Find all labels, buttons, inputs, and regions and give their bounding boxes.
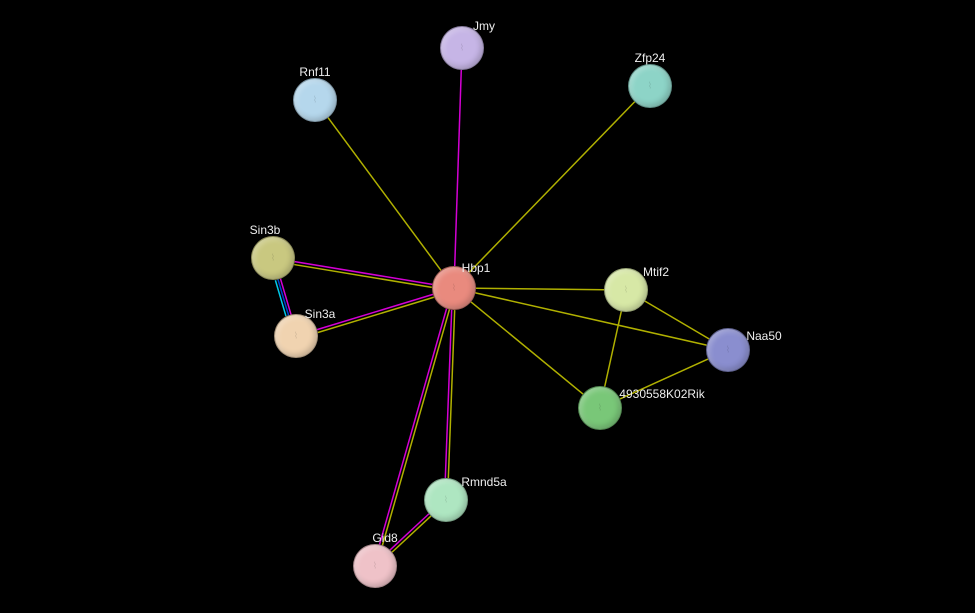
edge-Hbp1-Sin3b	[295, 262, 433, 285]
node-Naa50[interactable]: ⌇	[706, 328, 750, 372]
node-structure-icon: ⌇	[449, 35, 474, 60]
node-label-Mtif2: Mtif2	[643, 265, 669, 279]
edge-Hbp1-Sin3a	[316, 292, 432, 327]
node-label-Naa50: Naa50	[746, 329, 781, 343]
edge-Hbp1-Jmy	[455, 70, 462, 266]
edge-Sin3a-Sin3b	[278, 279, 289, 315]
node-structure-icon: ⌇	[283, 323, 308, 348]
node-Rnf11[interactable]: ⌇	[293, 78, 337, 122]
edge-Hbp1-Sin3b	[295, 259, 433, 282]
node-structure-icon: ⌇	[302, 87, 327, 112]
node-label-Zfp24: Zfp24	[635, 51, 666, 65]
edge-Rmnd5a-Gid8	[392, 516, 431, 552]
edge-Mtif2-4930558K02Rik	[605, 311, 622, 386]
node-structure-icon: ⌇	[433, 487, 458, 512]
protein-network-diagram: ⌇Hbp1⌇Jmy⌇Rnf11⌇Zfp24⌇Sin3b⌇Sin3a⌇Mtif2⌇…	[0, 0, 975, 613]
edge-Sin3a-Sin3b	[283, 278, 294, 314]
node-label-Sin3b: Sin3b	[250, 223, 281, 237]
edge-Hbp1-Sin3b	[294, 265, 432, 288]
edge-Mtif2-Naa50	[645, 301, 709, 339]
network-edges-layer	[0, 0, 975, 613]
node-structure-icon: ⌇	[587, 395, 612, 420]
edge-Sin3a-Sin3b	[275, 280, 286, 316]
node-Zfp24[interactable]: ⌇	[628, 64, 672, 108]
edge-Naa50-4930558K02Rik	[620, 359, 708, 399]
node-Sin3b[interactable]: ⌇	[251, 236, 295, 280]
node-label-Rnf11: Rnf11	[299, 65, 330, 79]
node-Gid8[interactable]: ⌇	[353, 544, 397, 588]
node-Jmy[interactable]: ⌇	[440, 26, 484, 70]
edge-Hbp1-Sin3a	[317, 294, 433, 329]
node-4930558K02Rik[interactable]: ⌇	[578, 386, 622, 430]
edge-Hbp1-Mtif2	[476, 288, 604, 289]
edge-Sin3a-Sin3b	[280, 279, 291, 315]
node-label-Rmnd5a: Rmnd5a	[461, 475, 506, 489]
node-Mtif2[interactable]: ⌇	[604, 268, 648, 312]
edge-Hbp1-Rnf11	[328, 118, 441, 271]
edge-Rmnd5a-Gid8	[390, 514, 429, 550]
node-structure-icon: ⌇	[637, 73, 662, 98]
edge-Hbp1-Rmnd5a	[445, 310, 451, 478]
edge-Hbp1-Naa50	[475, 293, 706, 345]
edge-Hbp1-4930558K02Rik	[471, 302, 583, 394]
node-structure-icon: ⌇	[715, 337, 740, 362]
edge-Hbp1-Zfp24	[469, 102, 634, 272]
node-Hbp1[interactable]: ⌇	[432, 266, 476, 310]
node-label-4930558K02Rik: 4930558K02Rik	[619, 387, 704, 401]
node-structure-icon: ⌇	[260, 245, 285, 270]
node-structure-icon: ⌇	[362, 553, 387, 578]
node-structure-icon: ⌇	[613, 277, 638, 302]
node-Sin3a[interactable]: ⌇	[274, 314, 318, 358]
edge-Hbp1-Rmnd5a	[448, 310, 454, 478]
edge-Hbp1-Sin3a	[318, 297, 434, 332]
node-structure-icon: ⌇	[441, 275, 466, 300]
node-Rmnd5a[interactable]: ⌇	[424, 478, 468, 522]
node-label-Gid8: Gid8	[372, 531, 397, 545]
